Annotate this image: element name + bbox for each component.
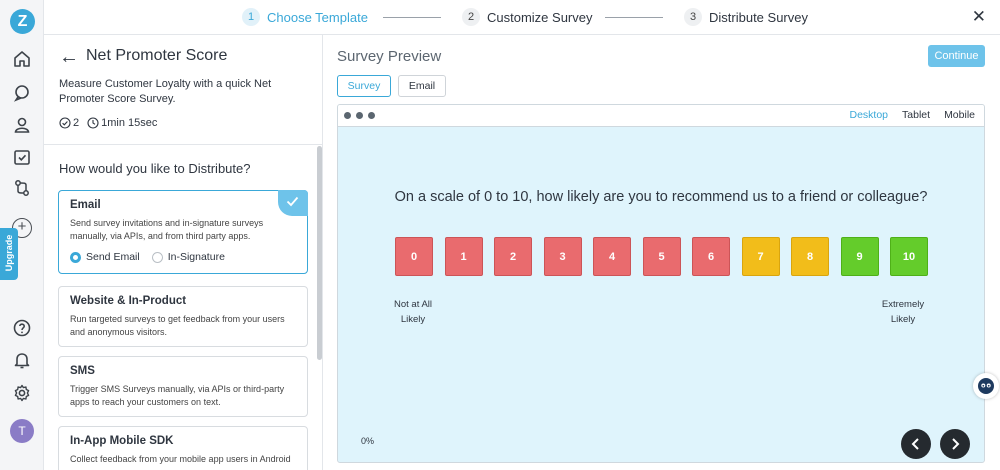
channel-card-mobile-sdk[interactable]: In-App Mobile SDK Collect feedback from … [58,426,308,470]
nps-option[interactable]: 1 [444,237,483,276]
questions-count-value: 2 [73,117,80,129]
next-button[interactable] [940,429,970,459]
radio-in-signature[interactable]: In-Signature [151,251,225,263]
preview-frame: Desktop Tablet Mobile On a scale of 0 to… [337,104,985,463]
channel-description: Send survey invitations and in-signature… [70,218,264,241]
channel-title: Website & In-Product [70,295,187,307]
questions-count: 2 [59,117,79,129]
nps-option[interactable]: 7 [741,237,780,276]
template-description: Measure Customer Loyalty with a quick Ne… [59,78,272,105]
nps-option[interactable]: 8 [791,237,829,276]
radio-send-email[interactable]: Send Email [70,251,140,263]
radio-selected-icon [70,251,81,263]
workflow-icon[interactable] [12,178,32,198]
nps-option[interactable]: 5 [642,237,681,276]
nps-option[interactable]: 4 [593,237,631,276]
channel-description: Trigger SMS Surveys manually, via APIs o… [70,384,285,407]
nps-option[interactable]: 0 [395,237,433,276]
device-switcher: Desktop Tablet Mobile [850,109,976,121]
step-distribute-survey[interactable]: 3 Distribute Survey [684,8,808,26]
channel-card-sms[interactable]: SMS Trigger SMS Surveys manually, via AP… [58,356,308,417]
selected-check-icon [278,190,308,216]
upgrade-button[interactable]: Upgrade [0,228,18,280]
template-header: ← Net Promoter Score Measure Customer Lo… [44,35,322,145]
duration: 1min 15sec [87,117,157,129]
upgrade-label: Upgrade [4,234,14,272]
email-mode-radios: Send Email In-Signature [70,251,296,263]
tasks-icon[interactable] [12,147,32,167]
prev-button[interactable] [901,429,931,459]
template-panel: ← Net Promoter Score Measure Customer Lo… [44,35,323,470]
channel-card-website[interactable]: Website & In-Product Run targeted survey… [58,286,308,347]
nps-option[interactable]: 6 [692,237,730,276]
clock-icon [87,117,99,129]
distribute-heading: How would you like to Distribute? [59,161,251,176]
nps-option[interactable]: 2 [494,237,532,276]
channel-card-email[interactable]: Email Send survey invitations and in-sig… [58,190,308,274]
channel-description: Run targeted surveys to get feedback fro… [70,314,285,337]
radio-unselected-icon [151,251,163,263]
survey-preview-panel: Survey Preview Continue Survey Email Des… [323,35,1000,470]
user-avatar[interactable]: T [10,419,34,443]
continue-button[interactable]: Continue [928,45,985,67]
distribution-options[interactable]: How would you like to Distribute? Email … [44,146,323,470]
help-icon[interactable] [12,318,32,338]
step-label: Choose Template [267,9,368,25]
preview-title: Survey Preview [337,48,442,65]
nps-option[interactable]: 10 [890,237,928,276]
left-nav-rail: Z + Upgrade T [0,0,44,470]
step-customize-survey[interactable]: 2 Customize Survey [462,8,592,26]
survey-question: On a scale of 0 to 10, how likely are yo… [394,189,928,205]
step-label: Distribute Survey [709,9,808,25]
browser-chrome: Desktop Tablet Mobile [338,105,984,127]
nps-scale: 0 1 2 3 4 5 6 7 8 9 10 [395,237,931,277]
window-dots-icon [344,112,375,119]
duration-value: 1min 15sec [101,117,158,129]
scale-low-label: Not at All Likely [393,299,433,325]
step-separator [383,17,441,18]
chevron-left-icon [911,438,919,450]
channel-title: In-App Mobile SDK [70,435,174,447]
scrollbar[interactable] [317,146,322,360]
channel-description: Collect feedback from your mobile app us… [70,454,291,464]
step-label: Customize Survey [487,9,593,25]
tab-email[interactable]: Email [398,75,446,97]
contacts-icon[interactable] [12,115,32,135]
check-circle-icon [59,117,71,129]
notifications-icon[interactable] [12,350,32,370]
channel-title: Email [70,199,101,211]
step-number: 2 [462,8,480,26]
step-choose-template[interactable]: 1 Choose Template [242,8,368,26]
template-meta: 2 1min 15sec [59,117,157,129]
device-tablet[interactable]: Tablet [902,109,931,121]
settings-icon[interactable] [12,383,32,403]
step-number: 1 [242,8,260,26]
device-desktop[interactable]: Desktop [849,109,889,121]
progress-percent: 0% [361,436,375,446]
back-arrow-icon[interactable]: ← [59,46,79,68]
home-icon[interactable] [12,49,32,69]
app-logo[interactable]: Z [10,9,35,34]
scale-high-label: Extremely Likely [881,299,925,325]
chevron-right-icon [952,438,960,450]
radio-label: Send Email [86,251,140,263]
template-title: Net Promoter Score [86,47,228,64]
tab-survey[interactable]: Survey [337,75,391,97]
close-icon[interactable]: ✕ [971,7,986,26]
device-mobile[interactable]: Mobile [944,109,975,121]
channel-title: SMS [70,365,95,377]
radio-label: In-Signature [167,251,225,263]
stepper-bar: 1 Choose Template 2 Customize Survey 3 D… [44,0,1000,35]
step-number: 3 [684,8,702,26]
chat-survey-icon[interactable] [12,83,32,103]
nps-option[interactable]: 9 [840,237,879,276]
nps-option[interactable]: 3 [543,237,582,276]
step-separator [605,17,663,18]
chatbot-icon[interactable] [973,373,999,399]
